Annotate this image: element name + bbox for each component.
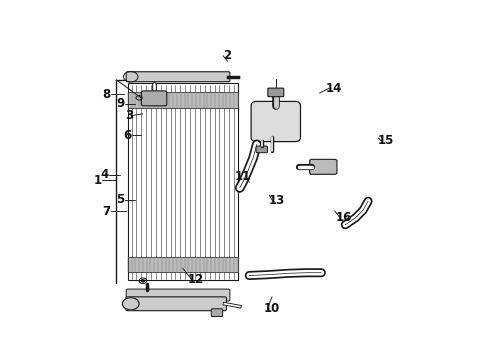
Circle shape <box>142 280 145 282</box>
Text: 15: 15 <box>378 134 394 147</box>
FancyBboxPatch shape <box>126 72 230 82</box>
Bar <box>128 92 238 108</box>
FancyBboxPatch shape <box>251 102 300 141</box>
Text: 7: 7 <box>102 205 110 218</box>
FancyBboxPatch shape <box>310 159 337 174</box>
Text: 16: 16 <box>336 211 352 224</box>
Bar <box>128 257 238 272</box>
FancyBboxPatch shape <box>268 88 284 97</box>
Text: 5: 5 <box>116 193 124 206</box>
Text: 8: 8 <box>102 88 110 101</box>
FancyBboxPatch shape <box>256 146 268 153</box>
FancyBboxPatch shape <box>126 289 230 301</box>
Text: 3: 3 <box>125 109 133 122</box>
Text: 14: 14 <box>326 82 342 95</box>
Text: 11: 11 <box>235 170 251 183</box>
Text: 1: 1 <box>93 174 101 187</box>
Bar <box>128 84 238 280</box>
Text: 4: 4 <box>101 168 109 181</box>
FancyBboxPatch shape <box>126 297 226 311</box>
Text: 2: 2 <box>223 49 232 62</box>
FancyBboxPatch shape <box>211 309 222 316</box>
Circle shape <box>122 298 139 310</box>
Text: 10: 10 <box>264 302 280 315</box>
Text: 12: 12 <box>188 273 204 286</box>
Text: 13: 13 <box>269 194 285 207</box>
Text: 6: 6 <box>123 129 132 142</box>
Text: 9: 9 <box>116 97 124 110</box>
FancyBboxPatch shape <box>142 91 167 106</box>
